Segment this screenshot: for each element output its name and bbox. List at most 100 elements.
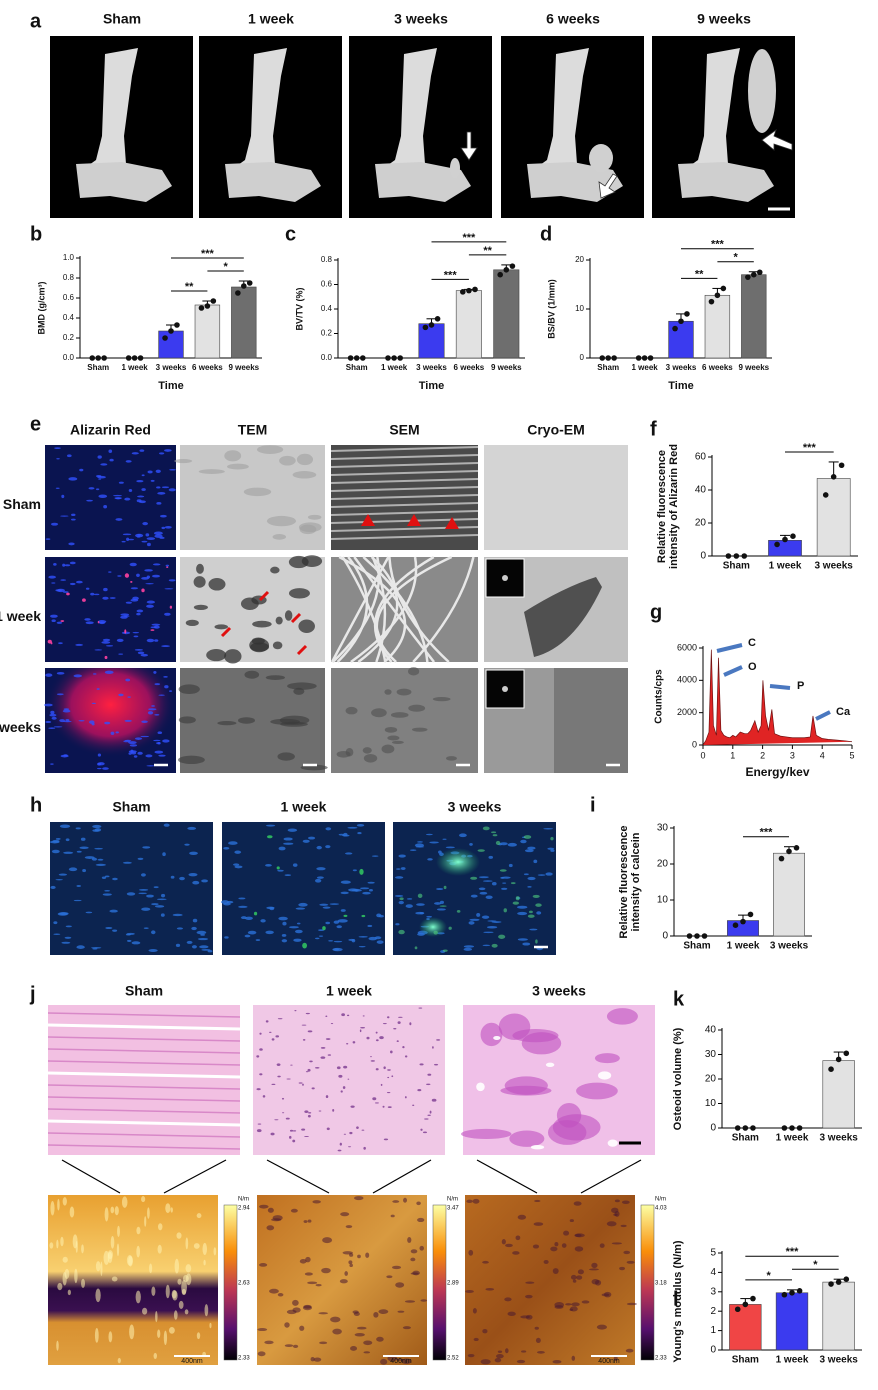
texture	[108, 1331, 113, 1343]
texture	[527, 876, 536, 881]
y-tick-label: 1	[710, 1325, 716, 1336]
texture	[170, 1207, 173, 1213]
texture	[124, 497, 131, 501]
texture	[100, 1261, 103, 1276]
texture	[193, 604, 208, 610]
texture	[62, 1256, 68, 1263]
texture	[292, 471, 317, 479]
texture	[61, 494, 65, 499]
data-point	[701, 933, 708, 939]
texture	[114, 1206, 119, 1216]
texture	[305, 1012, 310, 1015]
texture	[281, 934, 287, 937]
texture	[282, 1112, 285, 1114]
triangle-marker	[407, 514, 421, 526]
texture	[115, 518, 123, 521]
texture	[367, 924, 373, 928]
texture	[104, 655, 108, 660]
texture	[344, 1271, 348, 1276]
y-axis-label: Young's modulus (N/m)	[672, 1240, 684, 1363]
texture	[343, 1133, 347, 1135]
texture	[534, 1326, 539, 1330]
x-tick-label: Sham	[87, 363, 109, 372]
texture	[104, 721, 111, 725]
texture	[313, 1357, 322, 1362]
row-title: Sham	[3, 496, 41, 512]
texture	[76, 850, 82, 853]
texture	[338, 1074, 343, 1078]
texture	[125, 601, 132, 604]
tissue-fiber	[47, 1108, 241, 1114]
texture	[128, 538, 135, 541]
fibril	[330, 478, 479, 484]
texture	[427, 1073, 432, 1076]
texture	[509, 1130, 545, 1147]
texture	[533, 859, 538, 864]
texture	[197, 937, 209, 941]
texture	[479, 891, 488, 895]
texture	[151, 574, 161, 578]
colorbar	[223, 1204, 238, 1361]
texture	[425, 833, 433, 836]
texture	[554, 1302, 565, 1308]
texture	[94, 847, 103, 850]
texture	[266, 515, 297, 527]
texture	[485, 1287, 495, 1291]
arrow	[460, 131, 478, 161]
texture	[97, 621, 100, 624]
afm-image	[465, 1195, 635, 1365]
fibril	[350, 556, 418, 664]
y-axis-label: Relative fluorescence	[618, 825, 630, 938]
texture	[528, 910, 533, 914]
texture	[340, 880, 351, 884]
texture	[153, 531, 163, 536]
texture	[95, 1288, 101, 1303]
texture	[407, 898, 413, 900]
texture	[146, 542, 151, 547]
bar	[704, 294, 731, 359]
texture	[169, 469, 176, 471]
column-title: 3 weeks	[394, 11, 448, 27]
texture	[527, 846, 536, 850]
x-tick-label: 2	[760, 750, 765, 760]
texture	[495, 840, 501, 846]
foot	[678, 162, 774, 202]
x-tick-label: 1 week	[727, 941, 760, 952]
micrograph	[50, 822, 213, 955]
texture	[375, 1068, 379, 1071]
texture	[135, 1290, 141, 1304]
texture	[169, 690, 173, 692]
texture	[290, 1064, 293, 1066]
texture	[153, 886, 159, 889]
texture	[110, 1206, 115, 1214]
texture	[391, 740, 404, 745]
peak-arrow	[815, 710, 831, 721]
texture	[147, 470, 153, 474]
texture	[256, 1129, 262, 1133]
texture	[485, 895, 493, 900]
x-tick-label: 6 weeks	[454, 363, 485, 372]
colorbar-unit: N/m	[447, 1197, 458, 1203]
x-axis-label: Time	[668, 380, 693, 392]
colorbar-mid: 3.18	[655, 1281, 667, 1287]
texture	[307, 1281, 318, 1285]
data-point	[472, 286, 478, 293]
texture	[477, 849, 485, 852]
texture	[142, 1307, 148, 1315]
texture	[296, 922, 301, 925]
texture	[49, 840, 60, 844]
texture	[483, 931, 494, 934]
texture	[104, 875, 110, 878]
texture	[363, 1146, 366, 1150]
texture	[298, 619, 315, 633]
texture	[157, 1244, 162, 1254]
data-point	[733, 553, 740, 559]
data-point	[781, 1125, 788, 1131]
texture	[395, 1282, 405, 1288]
texture	[162, 852, 166, 857]
texture	[318, 1312, 329, 1315]
data-point	[750, 1125, 756, 1131]
texture	[488, 855, 494, 859]
texture	[436, 908, 446, 911]
texture	[363, 753, 378, 763]
